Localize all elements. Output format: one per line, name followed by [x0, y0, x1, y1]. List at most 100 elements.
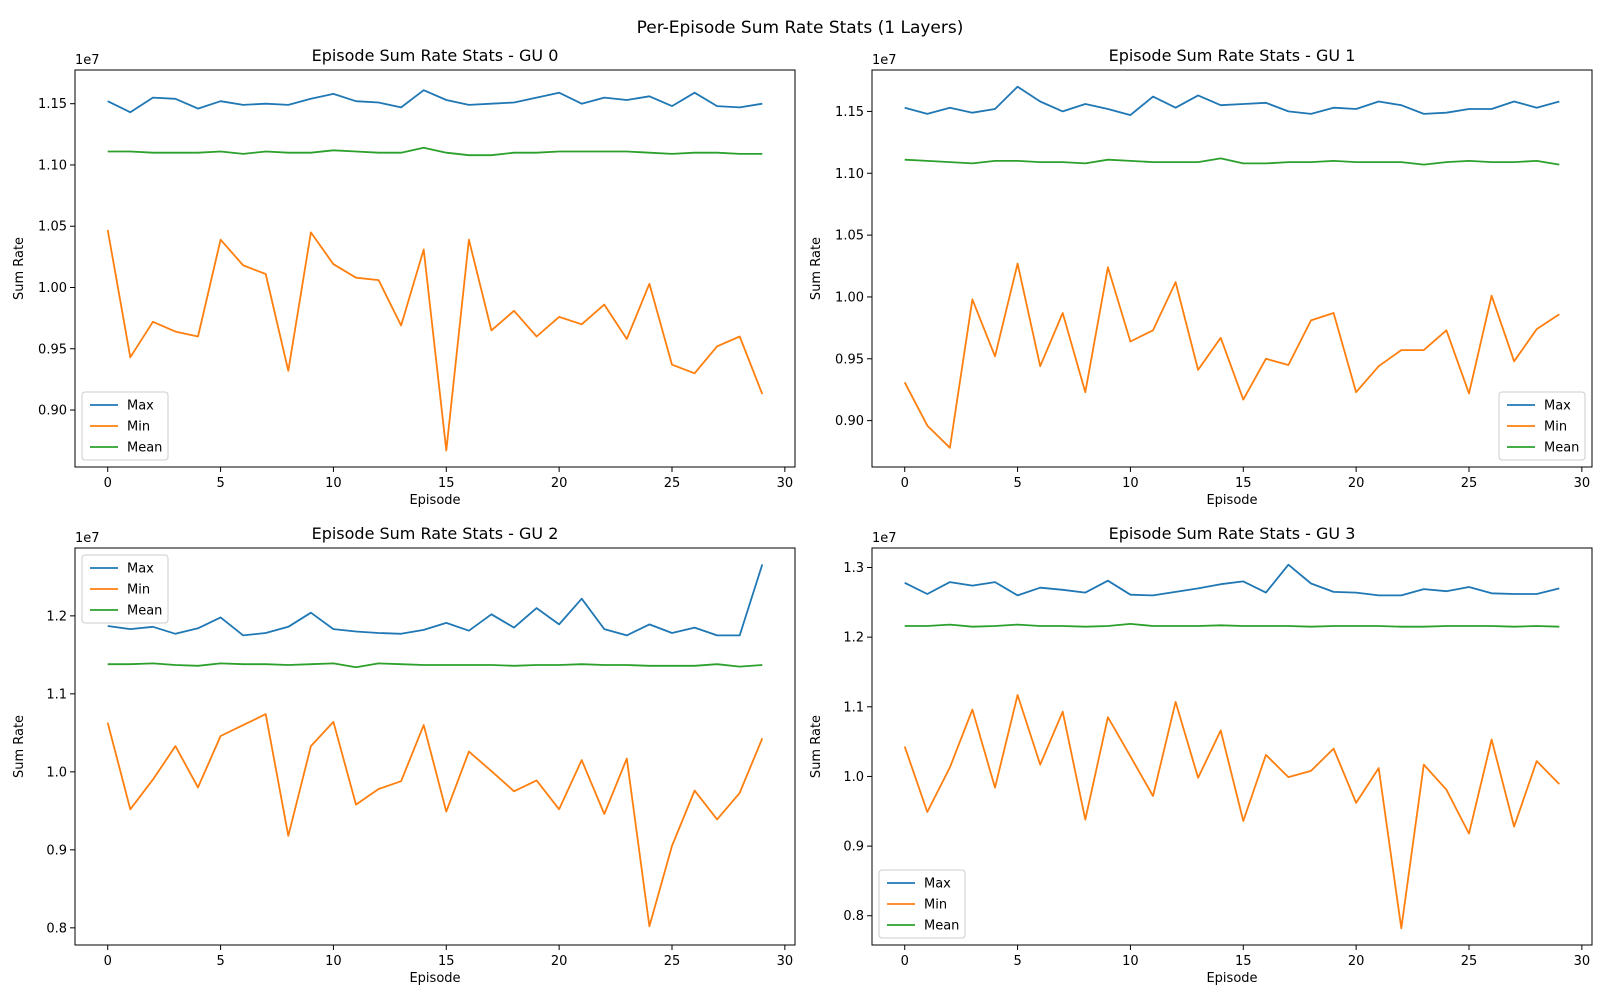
x-tick-label: 10	[1122, 954, 1139, 969]
series-line-min	[106, 229, 764, 452]
y-tick-label: 1.0	[843, 770, 864, 785]
x-axis-label: Episode	[409, 493, 460, 508]
series-line-min	[903, 694, 1560, 930]
x-axis-label: Episode	[1206, 493, 1257, 508]
x-tick-label: 15	[1235, 476, 1252, 491]
legend-label-max: Max	[127, 399, 154, 414]
subplot-gu-1: 0 5 10 15 20 25 30 0.90 0.95 1.00 1.05 1.10 1.15 Epis…	[809, 46, 1593, 508]
legend: Max Min Mean	[81, 391, 169, 461]
series-line-mean	[904, 157, 1560, 166]
legend-box	[81, 391, 169, 461]
x-axis-label: Episode	[1206, 971, 1257, 986]
x-tick-label: 25	[664, 954, 681, 969]
series-line-max	[904, 563, 1560, 597]
series-line-min	[106, 713, 764, 928]
x-tick-label: 25	[664, 476, 681, 491]
x-tick-label: 20	[1348, 954, 1365, 969]
series-line-max	[904, 85, 1560, 116]
subplot-gu-0: 0 5 10 15 20 25 30 0.90 0.95 1.00 1.05 1.10 1.15 Epis…	[12, 46, 796, 508]
series-line-mean	[904, 623, 1560, 628]
y-tick-label: 0.9	[46, 843, 67, 858]
y-axis-label: Sum Rate	[809, 237, 824, 300]
x-tick-label: 10	[1122, 476, 1139, 491]
x-tick-label: 15	[438, 476, 455, 491]
y-tick-label: 0.95	[835, 352, 864, 367]
y-tick-label: 0.95	[38, 342, 67, 357]
y-tick-label: 0.90	[835, 414, 864, 429]
y-tick-label: 1.10	[835, 167, 864, 182]
y-tick-label: 1.00	[835, 290, 864, 305]
y-tick-label: 1.2	[46, 609, 67, 624]
x-tick-label: 5	[216, 476, 224, 491]
y-tick-label: 0.90	[38, 404, 67, 419]
legend-label-mean: Mean	[127, 441, 162, 456]
series-line-min	[903, 262, 1560, 449]
x-tick-label: 20	[551, 476, 568, 491]
x-tick-label: 25	[1461, 954, 1478, 969]
legend-label-mean: Mean	[924, 919, 959, 934]
y-axis-label: Sum Rate	[12, 715, 27, 778]
subplot-title: Episode Sum Rate Stats - GU 0	[312, 46, 559, 65]
subplot-title: Episode Sum Rate Stats - GU 3	[1109, 524, 1356, 543]
y-tick-label: 1.05	[835, 229, 864, 244]
y-tick-label: 0.9	[843, 840, 864, 855]
figure-suptitle: Per-Episode Sum Rate Stats (1 Layers)	[637, 18, 964, 38]
y-tick-label: 1.10	[38, 158, 67, 173]
legend: Max Min Mean	[81, 554, 169, 624]
x-tick-label: 15	[438, 954, 455, 969]
legend: Max Min Mean	[1498, 391, 1586, 461]
series-line-max	[107, 564, 764, 637]
y-tick-label: 1.00	[38, 281, 67, 296]
axes-frame	[74, 547, 796, 946]
x-tick-label: 30	[777, 476, 794, 491]
x-tick-label: 0	[104, 476, 112, 491]
x-tick-label: 25	[1461, 476, 1478, 491]
subplot-title: Episode Sum Rate Stats - GU 2	[312, 524, 559, 543]
legend-label-min: Min	[924, 898, 947, 913]
legend-box	[1498, 391, 1586, 461]
legend-box	[81, 554, 169, 624]
y-offset-text: 1e7	[75, 53, 100, 68]
y-offset-text: 1e7	[75, 531, 100, 546]
y-tick-label: 0.8	[46, 921, 67, 936]
legend-label-mean: Mean	[1544, 441, 1579, 456]
x-tick-label: 20	[551, 954, 568, 969]
x-tick-label: 30	[777, 954, 794, 969]
legend-label-max: Max	[1544, 399, 1571, 414]
y-offset-text: 1e7	[872, 531, 897, 546]
legend-box	[878, 869, 966, 939]
y-tick-label: 1.2	[843, 631, 864, 646]
y-tick-label: 1.0	[46, 765, 67, 780]
x-tick-label: 30	[1574, 476, 1591, 491]
x-tick-label: 10	[325, 476, 342, 491]
legend-label-max: Max	[924, 877, 951, 892]
axes-frame	[871, 547, 1593, 946]
legend-label-min: Min	[1544, 420, 1567, 435]
legend-label-min: Min	[127, 583, 150, 598]
x-tick-label: 0	[901, 954, 909, 969]
x-tick-label: 5	[1013, 476, 1021, 491]
legend-label-min: Min	[127, 420, 150, 435]
subplot-gu-3: 0 5 10 15 20 25 30 0.8 0.9 1.0 1.1 1.2 1.3 Episode Su…	[809, 524, 1593, 986]
x-tick-label: 10	[325, 954, 342, 969]
x-tick-label: 15	[1235, 954, 1252, 969]
x-tick-label: 30	[1574, 954, 1591, 969]
x-tick-label: 0	[901, 476, 909, 491]
y-tick-label: 0.8	[843, 909, 864, 924]
subplot-gu-2: 0 5 10 15 20 25 30 0.8 0.9 1.0 1.1 1.2 Episode Sum R…	[12, 524, 796, 986]
series-line-max	[107, 89, 763, 114]
legend: Max Min Mean	[878, 869, 966, 939]
subplot-title: Episode Sum Rate Stats - GU 1	[1109, 46, 1356, 65]
y-tick-label: 1.05	[38, 220, 67, 235]
series-line-mean	[107, 146, 763, 157]
y-tick-label: 1.15	[38, 97, 67, 112]
series-line-mean	[107, 662, 763, 669]
y-axis-label: Sum Rate	[12, 237, 27, 300]
x-tick-label: 5	[216, 954, 224, 969]
legend-label-max: Max	[127, 562, 154, 577]
axes-frame	[74, 69, 796, 468]
y-tick-label: 1.1	[843, 700, 864, 715]
legend-label-mean: Mean	[127, 604, 162, 619]
y-tick-label: 1.3	[843, 561, 864, 576]
